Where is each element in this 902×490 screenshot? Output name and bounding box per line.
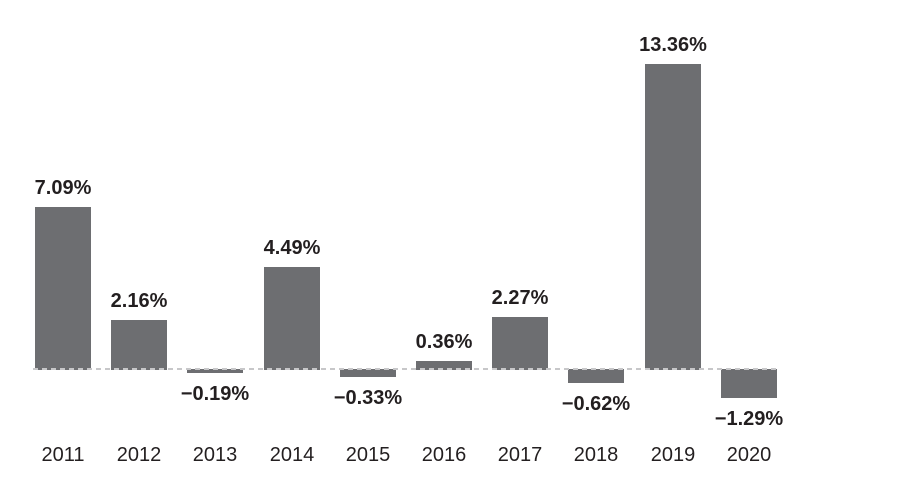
bar-2013 — [187, 369, 243, 373]
value-label-2015: −0.33% — [333, 387, 403, 409]
bar-2012 — [111, 320, 167, 370]
x-tick-label-2019: 2019 — [650, 444, 696, 466]
bar-2014 — [264, 267, 320, 370]
x-tick-label-2018: 2018 — [573, 444, 619, 466]
value-label-2020: −1.29% — [714, 408, 784, 430]
x-tick-label-2012: 2012 — [116, 444, 162, 466]
bar-2017 — [492, 317, 548, 370]
bar-2015 — [340, 369, 396, 377]
value-label-2013: −0.19% — [180, 383, 250, 405]
x-tick-label-2016: 2016 — [421, 444, 467, 466]
value-label-2012: 2.16% — [110, 290, 168, 312]
value-label-2018: −0.62% — [561, 393, 631, 415]
value-label-2014: 4.49% — [263, 237, 321, 259]
value-label-2019: 13.36% — [639, 34, 707, 56]
bar-2011 — [35, 207, 91, 370]
bar-2018 — [568, 369, 624, 383]
x-tick-label-2017: 2017 — [497, 444, 543, 466]
bar-2016 — [416, 361, 472, 370]
zero-baseline — [33, 368, 780, 370]
value-label-2017: 2.27% — [491, 287, 549, 309]
x-tick-label-2020: 2020 — [726, 444, 772, 466]
bar-2020 — [721, 369, 777, 398]
value-label-2011: 7.09% — [34, 177, 92, 199]
x-tick-label-2014: 2014 — [269, 444, 315, 466]
value-label-2016: 0.36% — [415, 331, 473, 353]
x-tick-label-2013: 2013 — [192, 444, 238, 466]
x-tick-label-2015: 2015 — [345, 444, 391, 466]
bar-2019 — [645, 64, 701, 370]
x-tick-label-2011: 2011 — [41, 444, 85, 466]
